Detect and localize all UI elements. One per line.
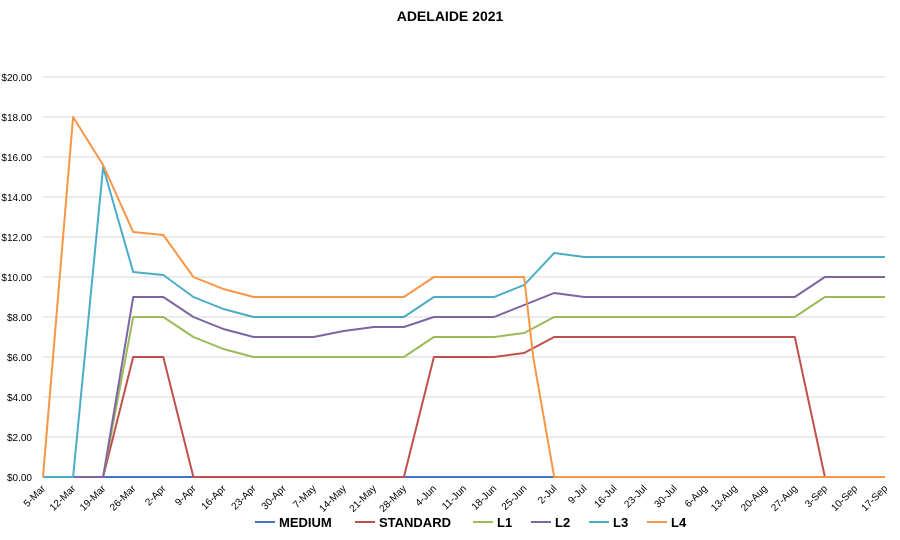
x-tick-label: 2-Apr bbox=[143, 483, 169, 509]
legend-label-l4: L4 bbox=[671, 515, 687, 530]
legend: MEDIUM STANDARD L1 L2 L3 L4 bbox=[255, 515, 687, 530]
x-tick-label: 12-Mar bbox=[48, 483, 79, 514]
y-tick-label: $12.00 bbox=[1, 233, 32, 244]
legend-label-medium: MEDIUM bbox=[279, 515, 332, 530]
x-tick-label: 16-Apr bbox=[200, 483, 229, 512]
legend-label-l3: L3 bbox=[613, 515, 628, 530]
series-line-l4 bbox=[42, 116, 885, 478]
y-tick-label: $6.00 bbox=[7, 353, 32, 364]
x-tick-label: 9-Jul bbox=[566, 483, 589, 506]
y-axis-ticks: $0.00 $2.00 $4.00 $6.00 $8.00 $10.00 $12.00 $14… bbox=[1, 73, 32, 484]
x-tick-label: 20-Aug bbox=[739, 483, 770, 514]
x-tick-label: 25-Jun bbox=[500, 483, 529, 512]
x-tick-label: 2-Jul bbox=[536, 483, 559, 506]
x-tick-label: 18-Jun bbox=[470, 483, 499, 512]
series-line-standard bbox=[43, 336, 885, 478]
y-tick-label: $8.00 bbox=[7, 313, 32, 324]
x-tick-label: 13-Aug bbox=[709, 483, 740, 514]
x-tick-label: 30-Jul bbox=[653, 483, 680, 510]
series-line-l1 bbox=[43, 296, 885, 478]
series-lines bbox=[42, 116, 885, 478]
x-tick-label: 3-Sep bbox=[803, 483, 830, 510]
legend-label-standard: STANDARD bbox=[379, 515, 451, 530]
y-tick-label: $2.00 bbox=[7, 433, 32, 444]
x-tick-label: 10-Sep bbox=[829, 483, 860, 514]
y-tick-label: $10.00 bbox=[1, 273, 32, 284]
y-tick-label: $0.00 bbox=[7, 473, 32, 484]
x-tick-label: 16-Jul bbox=[592, 483, 619, 510]
chart-title: ADELAIDE 2021 bbox=[396, 8, 504, 24]
x-tick-label: 6-Aug bbox=[683, 483, 710, 510]
y-tick-label: $20.00 bbox=[1, 73, 32, 84]
x-tick-label: 14-May bbox=[317, 483, 348, 514]
y-tick-label: $16.00 bbox=[1, 153, 32, 164]
y-tick-label: $18.00 bbox=[1, 113, 32, 124]
legend-label-l1: L1 bbox=[497, 515, 512, 530]
series-line-l2 bbox=[43, 276, 885, 478]
y-tick-label: $4.00 bbox=[7, 393, 32, 404]
x-tick-label: 11-Jun bbox=[440, 483, 469, 512]
y-tick-label: $14.00 bbox=[1, 193, 32, 204]
x-tick-label: 30-Apr bbox=[260, 483, 289, 512]
series-line-l3 bbox=[43, 166, 885, 478]
x-tick-label: 27-Aug bbox=[769, 483, 800, 514]
x-tick-label: 9-Apr bbox=[173, 483, 199, 509]
x-tick-label: 23-Apr bbox=[230, 483, 259, 512]
x-tick-label: 23-Jul bbox=[623, 483, 650, 510]
x-axis-ticks: 5-Mar 12-Mar 19-Mar 26-Mar 2-Apr 9-Apr 16-Apr 2… bbox=[22, 483, 891, 515]
x-tick-label: 19-Mar bbox=[78, 483, 109, 514]
x-tick-label: 7-May bbox=[291, 483, 318, 510]
x-tick-label: 28-May bbox=[378, 483, 409, 514]
x-tick-label: 21-May bbox=[348, 483, 379, 514]
x-tick-label: 26-Mar bbox=[108, 483, 139, 514]
x-tick-label: 5-Mar bbox=[22, 483, 49, 510]
x-tick-label: 4-Jun bbox=[414, 483, 439, 508]
legend-label-l2: L2 bbox=[555, 515, 570, 530]
x-tick-label: 17-Sep bbox=[860, 483, 891, 514]
